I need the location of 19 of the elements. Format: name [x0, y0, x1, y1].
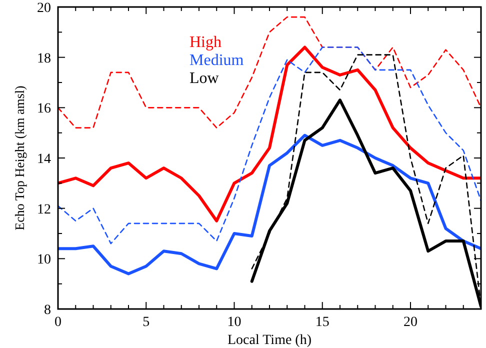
y-tick-label: 16 — [37, 102, 51, 117]
text: Low — [190, 70, 220, 87]
x-tick-label: 5 — [142, 315, 150, 330]
y-tick-label: 18 — [37, 51, 51, 66]
x-axis-title: Local Time (h) — [228, 333, 312, 348]
y-tick-label: 14 — [37, 152, 51, 167]
line-series — [58, 134, 481, 276]
y-tick-label: 20 — [37, 1, 51, 16]
text: Medium — [190, 52, 244, 69]
x-tick-label: 20 — [404, 315, 418, 330]
x-tick-label: 15 — [315, 315, 330, 330]
line-series — [58, 16, 481, 128]
y-tick-label: 8 — [44, 303, 51, 318]
y-tick-label: 10 — [37, 252, 51, 268]
text: High — [190, 34, 222, 51]
y-tick-label: 12 — [37, 202, 51, 218]
x-tick-label: 0 — [54, 315, 62, 330]
x-tick-label: 10 — [227, 315, 242, 330]
y-axis-title: Echo Top Height (km amsl) — [12, 86, 27, 230]
